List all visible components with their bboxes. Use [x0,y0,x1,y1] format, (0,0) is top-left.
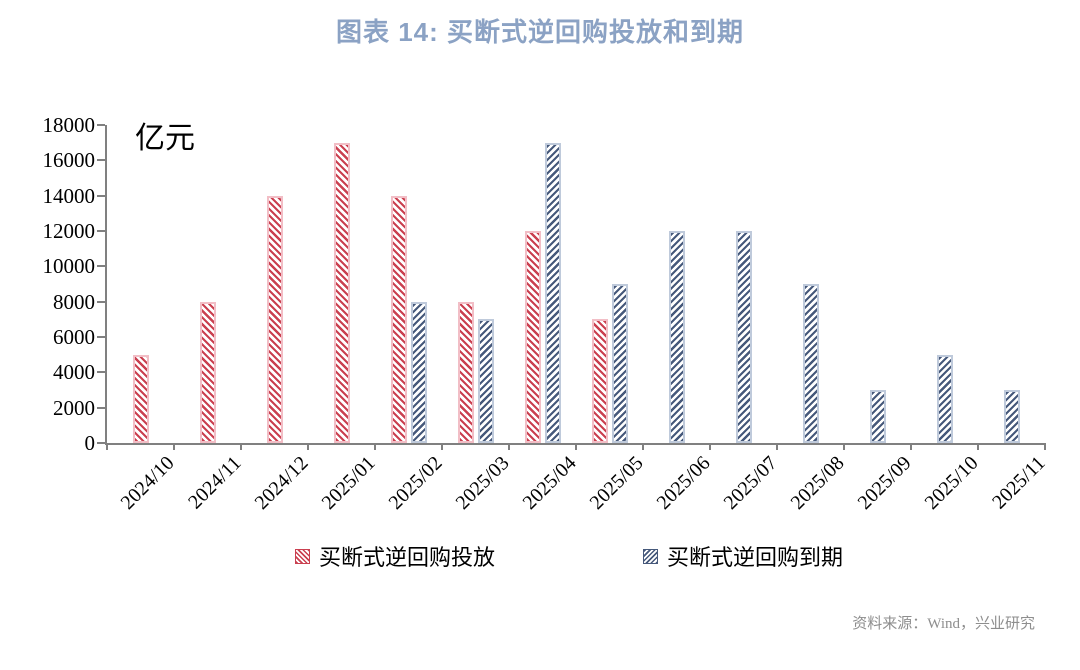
x-axis-label: 2025/07 [719,452,782,514]
y-tick-label: 16000 [42,148,96,173]
x-tick-mark [373,443,376,450]
category-cell: 2025/01 [308,125,379,514]
legend-marker-maturity-icon [643,548,658,564]
category-cell: 2025/06 [643,125,714,514]
source-note: 资料来源：Wind，兴业研究 [852,616,1035,632]
x-axis-label: 2025/04 [518,452,581,514]
legend-label: 买断式逆回购到期 [667,545,844,570]
legend-marker-injection-icon [294,548,310,564]
x-tick-mark [1044,443,1046,450]
bar-injection-2025/02 [390,196,407,443]
y-tick-mark [97,336,105,338]
category-cell: 2025/10 [911,125,982,514]
x-axis-label: 2025/11 [987,452,1050,514]
x-axis-label: 2025/09 [853,452,916,514]
bar-cells: 2024/10 2024/11 2024/12 2025/01 2025/02 2025/… [107,125,1049,514]
x-axis-label: 2024/10 [116,452,179,514]
legend-item: 买断式逆回购到期 [643,540,843,572]
bar-maturity-2025/05 [611,284,628,443]
category-cell: 2025/02 [375,125,446,514]
category-cell: 2024/10 [107,125,178,514]
y-tick-mark [97,406,105,409]
x-tick-mark [307,443,309,450]
bar-injection-2025/03 [457,302,474,443]
category-cell: 2025/05 [576,125,647,514]
plot-area: 亿元 2024/10 2024/11 2024/12 2025/01 2025/02 20… [43,113,1050,514]
y-tick-label: 8000 [53,289,95,314]
y-tick-mark [97,265,105,268]
y-tick-mark [97,194,105,197]
x-axis-label: 2025/02 [384,452,447,514]
x-tick-mark [106,443,108,450]
x-tick-mark [575,443,577,450]
bar-injection-2024/11 [199,302,216,443]
legend: 买断式逆回购投放 买断式逆回购到期 [0,540,1080,572]
x-axis-label: 2025/06 [652,452,715,514]
bar-injection-2025/05 [591,319,608,443]
x-tick-mark [239,443,242,450]
x-tick-mark [641,443,644,450]
y-tick-mark [97,442,105,444]
y-tick-label: 2000 [53,395,95,420]
category-cell: 2025/09 [844,125,915,514]
y-tick-label: 0 [84,431,96,455]
x-axis-label: 2025/05 [585,452,648,514]
y-tick-label: 12000 [42,219,96,243]
x-tick-mark [172,443,175,450]
bar-maturity-2025/10 [936,355,953,443]
y-tick-mark [97,230,105,232]
bar-maturity-2025/09 [869,390,886,443]
page-title: 图表 14: 买断式逆回购投放和到期 [335,17,745,47]
x-axis-label: 2025/01 [317,452,380,514]
bar-injection-2024/12 [266,196,283,443]
x-axis-label: 2025/03 [451,452,514,514]
legend-item: 买断式逆回购投放 [294,540,495,572]
bar-maturity-2025/03 [477,319,494,443]
x-axis-label: 2024/11 [183,452,246,514]
x-tick-mark [776,443,778,450]
x-tick-mark [441,443,443,450]
x-tick-mark [910,443,912,450]
category-cell: 2025/07 [710,125,781,514]
x-tick-mark [709,443,711,450]
x-axis-label: 2025/10 [920,452,983,514]
category-cell: 2024/11 [174,125,245,513]
y-tick-mark [97,300,105,303]
y-tick-label: 6000 [53,325,95,349]
bar-maturity-2025/04 [544,143,561,443]
x-axis-label: 2024/12 [250,452,313,514]
category-cell: 2025/08 [777,125,848,514]
y-tick-mark [97,159,105,162]
legend-label: 买断式逆回购投放 [318,545,495,570]
y-tick-label: 14000 [42,183,96,208]
y-axis-unit-label: 亿元 [135,122,195,155]
y-tick-label: 18000 [42,113,96,137]
x-tick-mark [977,443,979,450]
category-cell: 2025/04 [509,125,580,514]
bar-maturity-2025/07 [735,231,752,443]
bar-injection-2024/10 [132,355,149,443]
y-tick-label: 10000 [42,254,96,279]
bar-maturity-2025/11 [1003,390,1020,443]
category-cell: 2025/11 [978,125,1049,513]
bar-maturity-2025/02 [410,302,427,443]
bar-maturity-2025/06 [668,231,685,443]
category-cell: 2024/12 [241,125,312,514]
y-tick-mark [97,124,105,126]
x-tick-mark [843,443,845,450]
bar-injection-2025/04 [524,231,541,443]
y-tick-mark [97,371,105,374]
bar-maturity-2025/08 [802,284,819,443]
x-axis-label: 2025/08 [786,452,849,514]
bar-injection-2025/01 [333,143,350,443]
category-cell: 2025/03 [442,125,513,514]
x-tick-mark [508,443,510,450]
y-tick-label: 4000 [53,360,95,385]
